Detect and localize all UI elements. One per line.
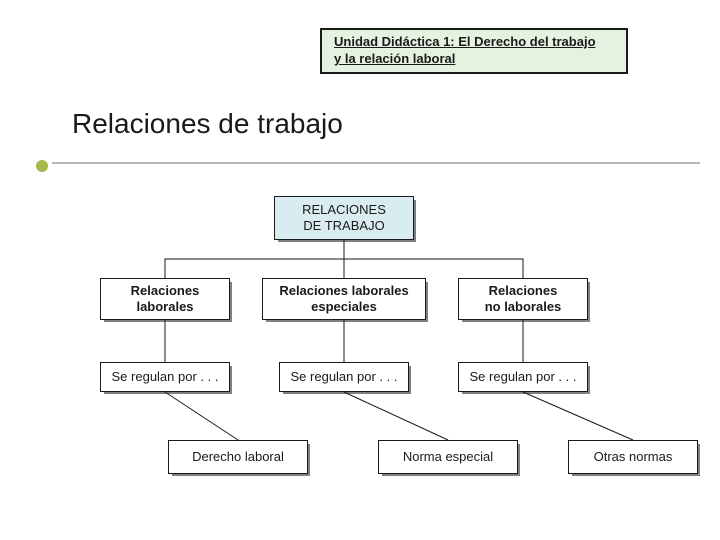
node-leaf3: Otras normas <box>568 440 698 474</box>
node-col1b: Se regulan por . . . <box>100 362 230 392</box>
node-label: Relacionesno laborales <box>465 283 581 316</box>
node-label: Se regulan por . . . <box>465 369 581 385</box>
section-title: Relaciones de trabajo <box>72 108 343 140</box>
node-label: Relacioneslaborales <box>107 283 223 316</box>
node-col1a: Relacioneslaborales <box>100 278 230 320</box>
unit-banner: Unidad Didáctica 1: El Derecho del traba… <box>320 28 628 74</box>
node-col2b: Se regulan por . . . <box>279 362 409 392</box>
accent-dot-icon <box>36 160 48 172</box>
node-col3b: Se regulan por . . . <box>458 362 588 392</box>
unit-banner-line1: Unidad Didáctica 1: El Derecho del traba… <box>334 34 596 49</box>
node-col3a: Relacionesno laborales <box>458 278 588 320</box>
node-label: Derecho laboral <box>175 449 301 465</box>
unit-banner-line2: y la relación laboral <box>334 51 455 66</box>
node-leaf1: Derecho laboral <box>168 440 308 474</box>
accent-line <box>52 162 700 164</box>
node-label: RELACIONESDE TRABAJO <box>281 202 407 235</box>
node-label: Relaciones laboralesespeciales <box>269 283 419 316</box>
node-label: Norma especial <box>385 449 511 465</box>
node-root: RELACIONESDE TRABAJO <box>274 196 414 240</box>
node-label: Se regulan por . . . <box>286 369 402 385</box>
node-label: Otras normas <box>575 449 691 465</box>
node-leaf2: Norma especial <box>378 440 518 474</box>
node-label: Se regulan por . . . <box>107 369 223 385</box>
node-col2a: Relaciones laboralesespeciales <box>262 278 426 320</box>
